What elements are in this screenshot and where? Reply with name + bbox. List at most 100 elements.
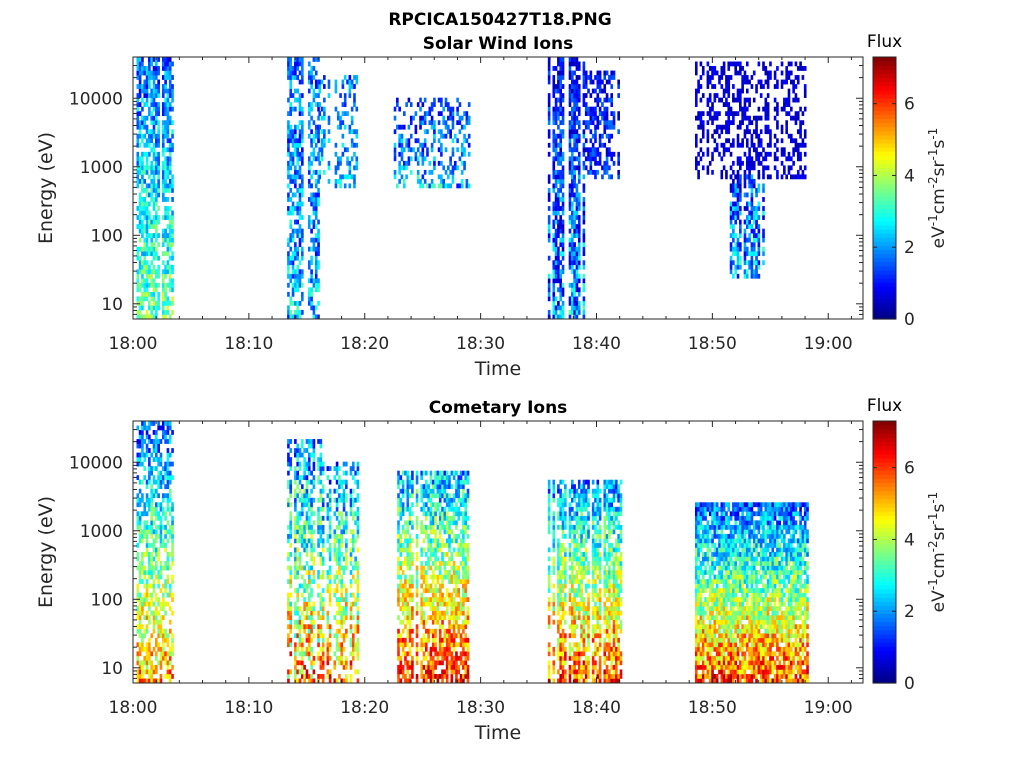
heatmap-cell — [150, 120, 153, 126]
heatmap-cell — [762, 147, 765, 153]
heatmap-cell — [152, 565, 156, 571]
heatmap-cell — [138, 309, 142, 315]
heatmap-cell — [141, 269, 144, 275]
heatmap-cell — [547, 97, 551, 103]
heatmap-cell — [750, 228, 754, 234]
heatmap-cell — [573, 255, 576, 261]
heatmap-cell — [440, 133, 443, 139]
heatmap-cell — [155, 479, 158, 485]
heatmap-cell — [697, 84, 700, 89]
heatmap-cell — [429, 529, 433, 535]
heatmap-cell — [287, 637, 290, 643]
heatmap-cell — [552, 237, 556, 243]
heatmap-cell — [589, 70, 593, 76]
heatmap-cell — [557, 178, 560, 184]
heatmap-cell — [345, 673, 348, 679]
heatmap-cell — [411, 642, 414, 648]
heatmap-cell — [467, 115, 471, 121]
heatmap-cell — [321, 556, 325, 562]
heatmap-cell — [708, 111, 712, 117]
heatmap-cell — [166, 439, 170, 444]
heatmap-cell — [289, 439, 293, 444]
heatmap-cell — [421, 183, 425, 189]
heatmap-cell — [769, 138, 772, 144]
heatmap-cell — [339, 115, 342, 121]
heatmap-cell — [145, 479, 149, 485]
heatmap-cell — [561, 165, 565, 171]
heatmap-cell — [571, 296, 574, 302]
heatmap-cell — [757, 79, 761, 85]
heatmap-cell — [603, 124, 607, 130]
heatmap-cell — [289, 542, 293, 548]
heatmap-cell — [415, 497, 419, 503]
heatmap-cell — [328, 547, 332, 553]
heatmap-cell — [745, 246, 749, 252]
heatmap-cell — [296, 278, 299, 284]
heatmap-cell — [138, 88, 142, 94]
heatmap-cell — [420, 475, 423, 481]
heatmap-cell — [431, 678, 435, 684]
heatmap-cell — [287, 133, 290, 139]
heatmap-cell — [427, 533, 430, 539]
heatmap-cell — [164, 264, 167, 270]
heatmap-cell — [291, 129, 295, 135]
heatmap-cell — [557, 106, 560, 112]
heatmap-cell — [739, 260, 742, 266]
heatmap-cell — [155, 515, 158, 521]
heatmap-cell — [575, 264, 579, 270]
heatmap-cell — [148, 75, 151, 80]
heatmap-cell — [339, 156, 342, 162]
heatmap-cell — [706, 147, 710, 153]
heatmap-cell — [145, 287, 149, 293]
heatmap-cell — [554, 151, 558, 157]
heatmap-cell — [734, 201, 737, 207]
heatmap-cell — [136, 493, 140, 499]
heatmap-cell — [568, 165, 572, 171]
heatmap-cell — [166, 637, 170, 643]
heatmap-cell — [617, 115, 620, 121]
heatmap-cell — [433, 183, 436, 189]
heatmap-cell — [745, 192, 749, 198]
heatmap-cell — [559, 197, 563, 202]
heatmap-cell — [326, 615, 330, 621]
heatmap-cell — [166, 160, 170, 166]
heatmap-cell — [152, 615, 156, 621]
heatmap-cell — [143, 314, 147, 320]
heatmap-cell — [307, 111, 311, 117]
heatmap-cell — [559, 106, 563, 112]
heatmap-cell — [433, 124, 436, 130]
heatmap-cell — [438, 637, 442, 643]
heatmap-cell — [168, 183, 172, 189]
heatmap-cell — [307, 497, 311, 503]
colorbar-segment — [873, 216, 896, 222]
heatmap-cell — [307, 579, 311, 584]
heatmap-cell — [143, 206, 147, 211]
heatmap-cell — [568, 120, 572, 126]
heatmap-cell — [420, 484, 423, 490]
heatmap-cell — [587, 75, 590, 80]
heatmap-cell — [421, 142, 425, 148]
heatmap-cell — [166, 197, 170, 202]
heatmap-cell — [766, 93, 770, 98]
heatmap-cell — [803, 84, 807, 89]
heatmap-cell — [571, 201, 574, 207]
heatmap-cell — [296, 493, 299, 499]
heatmap-cell — [603, 75, 607, 80]
heatmap-cell — [739, 93, 742, 98]
heatmap-cell — [757, 169, 761, 175]
heatmap-cell — [303, 673, 306, 679]
heatmap-cell — [573, 79, 576, 85]
heatmap-cell — [441, 619, 444, 625]
heatmap-cell — [436, 475, 440, 481]
heatmap-cell — [321, 655, 325, 661]
heatmap-cell — [166, 124, 170, 130]
heatmap-cell — [136, 178, 140, 184]
heatmap-cell — [157, 475, 160, 481]
heatmap-cell — [166, 466, 170, 471]
heatmap-cell — [314, 102, 318, 107]
heatmap-cell — [422, 615, 426, 621]
heatmap-cell — [447, 102, 450, 107]
heatmap-cell — [143, 210, 147, 216]
heatmap-cell — [752, 142, 756, 148]
heatmap-cell — [794, 138, 798, 144]
